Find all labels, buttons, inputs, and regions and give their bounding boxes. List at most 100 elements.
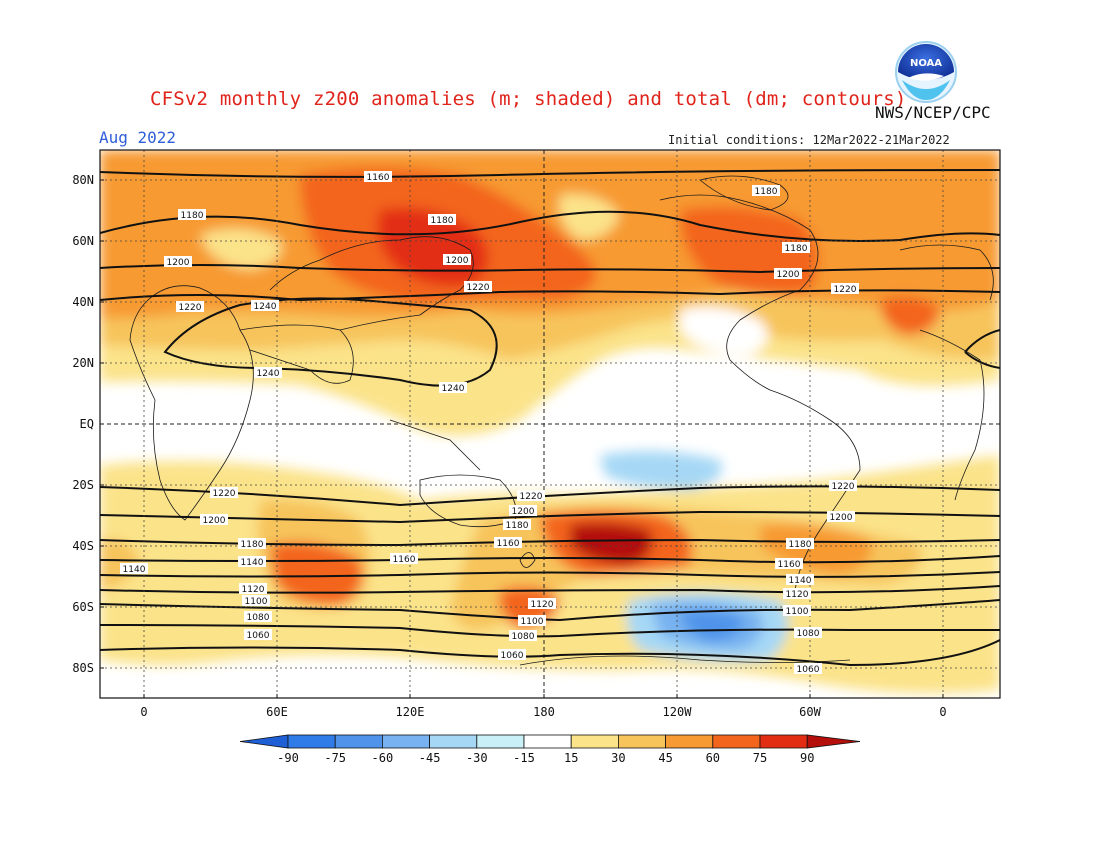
colorbar-swatch: [287, 734, 336, 749]
contour-label-bg: [782, 242, 810, 253]
contour-label-bg: [242, 595, 270, 606]
lat-tick-label: 80N: [72, 173, 94, 187]
contour-label: 1120: [786, 590, 809, 600]
colorbar-min-arrow: [239, 734, 289, 749]
colorbar-swatch: [570, 734, 619, 749]
contour-label-bg: [439, 382, 467, 393]
contour-label: 1160: [367, 173, 390, 183]
lat-tick-label: 60N: [72, 234, 94, 248]
contour-label-bg: [238, 556, 266, 567]
contour-label-bg: [783, 605, 811, 616]
contour-label-bg: [509, 630, 537, 641]
lon-tick-label: 0: [939, 705, 946, 719]
contour-label: 1200: [446, 256, 469, 266]
contour-label: 1200: [167, 258, 190, 268]
longitude-ticks: 0 60E 120E 180 120W 60W 0: [140, 694, 947, 719]
contour-label: 1200: [203, 516, 226, 526]
contour-label-bg: [783, 588, 811, 599]
colorbar-swatch: [476, 734, 525, 749]
contour-label-bg: [517, 490, 545, 501]
colorbar-label: -15: [513, 751, 535, 765]
lat-tick-label: 80S: [72, 661, 94, 675]
lon-tick-label: 60E: [266, 705, 288, 719]
noaa-logo-icon: NOAA: [895, 41, 957, 103]
contour-label: 1220: [179, 303, 202, 313]
contour-label-bg: [238, 538, 266, 549]
colorbar-label: -75: [324, 751, 346, 765]
lat-tick-label: 60S: [72, 600, 94, 614]
lon-tick-label: 0: [140, 705, 147, 719]
contour-label: 1180: [431, 216, 454, 226]
colorbar-label: 60: [706, 751, 720, 765]
contour-label: 1060: [247, 631, 270, 641]
contour-label: 1100: [245, 597, 268, 607]
contour-label-bg: [774, 268, 802, 279]
contour-label: 1140: [241, 558, 264, 568]
lon-tick-label: 120E: [396, 705, 425, 719]
contour-label-bg: [210, 487, 238, 498]
contour-label-bg: [498, 649, 526, 660]
contour-label-bg: [494, 537, 522, 548]
contour-label: 1160: [778, 560, 801, 570]
contour-label-bg: [831, 283, 859, 294]
colorbar-swatch: [665, 734, 714, 749]
lat-tick-label: 40N: [72, 295, 94, 309]
colorbar-label: -90: [277, 751, 299, 765]
colorbar-label: -60: [372, 751, 394, 765]
contour-label-bg: [244, 629, 272, 640]
lon-tick-label: 180: [533, 705, 555, 719]
agency-label: NWS/NCEP/CPC: [875, 103, 991, 122]
contour-label-bg: [829, 480, 857, 491]
colorbar-swatch: [712, 734, 761, 749]
contour-label-bg: [464, 281, 492, 292]
contour-label: 1080: [512, 632, 535, 642]
lon-tick-label: 120W: [663, 705, 693, 719]
colorbar-label: 90: [800, 751, 814, 765]
contour-label: 1160: [393, 555, 416, 565]
colorbar-swatch: [381, 734, 430, 749]
lat-tick-label: 20N: [72, 356, 94, 370]
contour-label: 1240: [257, 369, 280, 379]
contour-label: 1080: [247, 613, 270, 623]
contour-label: 1080: [797, 629, 820, 639]
contour-label-bg: [200, 514, 228, 525]
contour-label: 1220: [832, 482, 855, 492]
contour-label-bg: [364, 171, 392, 182]
contour-label-bg: [827, 511, 855, 522]
contour-label: 1240: [442, 384, 465, 394]
contour-label: 1060: [797, 665, 820, 675]
colorbar-label: 45: [658, 751, 672, 765]
contour-label-bg: [178, 209, 206, 220]
contour-label-bg: [528, 598, 556, 609]
contour-label: 1140: [123, 565, 146, 575]
contour-label-bg: [244, 611, 272, 622]
contour-label: 1180: [785, 244, 808, 254]
contour-label: 1100: [521, 617, 544, 627]
contour-label-bg: [251, 300, 279, 311]
latitude-ticks: 80N 60N 40N 20N EQ 20S 40S 60S 80S: [72, 173, 104, 675]
colorbar-label: -45: [419, 751, 441, 765]
contour-label-bg: [176, 301, 204, 312]
contour-label: 1100: [786, 607, 809, 617]
contour-label: 1180: [181, 211, 204, 221]
lat-tick-label: EQ: [80, 417, 94, 431]
contour-label: 1160: [497, 539, 520, 549]
colorbar: -90 -75 -60 -45 -30 -15 15 30 45 60 75 90: [239, 734, 861, 765]
chart-title: CFSv2 monthly z200 anomalies (m; shaded)…: [150, 88, 907, 110]
contour-label: 1220: [213, 489, 236, 499]
contour-label-bg: [120, 563, 148, 574]
colorbar-label: -30: [466, 751, 488, 765]
contour-label-bg: [786, 574, 814, 585]
contour-label-bg: [254, 367, 282, 378]
colorbar-label: 15: [564, 751, 578, 765]
contour-label-bg: [518, 615, 546, 626]
colorbar-swatch: [759, 734, 808, 749]
contour-label: 1120: [531, 600, 554, 610]
contour-label: 1200: [512, 507, 535, 517]
contour-label: 1140: [789, 576, 812, 586]
contour-label: 1200: [830, 513, 853, 523]
contour-label: 1240: [254, 302, 277, 312]
lat-tick-label: 40S: [72, 539, 94, 553]
contour-label-bg: [752, 185, 780, 196]
